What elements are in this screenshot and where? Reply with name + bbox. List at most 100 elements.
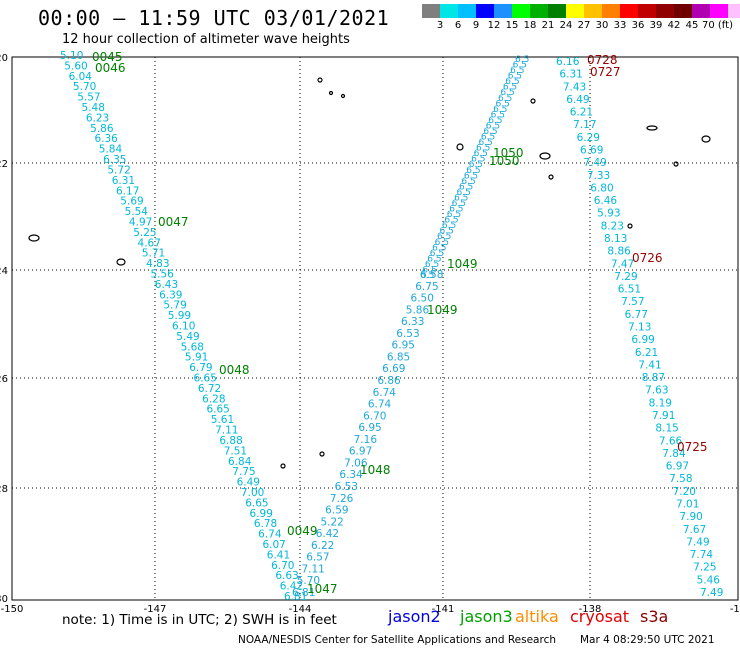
swh-value-middle-track: 6.34 <box>339 469 363 481</box>
island-outline <box>539 152 551 160</box>
swh-value-left-track: 6.04 <box>69 71 93 83</box>
y-tick-label: -24 <box>0 266 8 277</box>
swh-value-middle-track: 6.95 <box>392 340 415 352</box>
swh-value-right-track: 6.69 <box>580 145 603 157</box>
swh-value-left-track: 5.70 <box>73 81 96 93</box>
swh-value-left-track: 5.61 <box>211 414 234 426</box>
swh-value-right-track: 8.19 <box>649 397 672 409</box>
island-outline <box>317 77 323 83</box>
island-outline <box>530 98 536 104</box>
colorbar-label: 30 <box>595 20 609 31</box>
swh-value-right-track: 7.49 <box>700 587 723 599</box>
swh-value-right-track: 5.46 <box>697 574 721 586</box>
swh-value-middle-track: 6.57 <box>306 552 329 564</box>
swh-value-right-track: 7.20 <box>673 486 696 498</box>
swh-value-middle-track: 5.22 <box>320 516 343 528</box>
swh-value-left-track: 6.84 <box>228 456 252 468</box>
pass-time-label: 0045 <box>92 50 123 64</box>
swh-value-left-track: 7.75 <box>232 466 255 478</box>
swh-value-left-track: 6.43 <box>155 279 178 291</box>
map-title: 00:00 – 11:59 UTC 03/01/2021 <box>38 6 390 30</box>
island-outline <box>280 463 286 469</box>
swh-value-dense-track: 6.5 <box>457 188 471 198</box>
swh-value-dense-track: 6.5 <box>491 110 505 120</box>
swh-value-right-track: 7.29 <box>614 271 637 283</box>
note-text: note: 1) Time is in UTC; 2) SWH is in fe… <box>62 612 337 628</box>
swh-value-dense-track: 6.5 <box>493 105 507 115</box>
colorbar-swatch <box>638 4 656 18</box>
swh-value-middle-track: 6.59 <box>325 505 348 517</box>
pass-time-label-cryosat: 0725 <box>677 440 708 454</box>
pass-time-label: 1050 <box>493 146 524 160</box>
swh-value-dense-track: 6.5 <box>510 66 524 76</box>
swh-value-left-track: 7.51 <box>224 445 247 457</box>
swh-value-middle-track: 7.16 <box>354 434 378 446</box>
colorbar-swatch <box>656 4 674 18</box>
swh-value-dense-track: 6.5 <box>459 182 473 192</box>
pass-time-label: 1047 <box>307 582 338 596</box>
swh-value-right-track: 6.80 <box>590 182 613 194</box>
swh-value-right-track: 7.01 <box>676 499 699 511</box>
swh-value-left-track: 6.39 <box>159 289 182 301</box>
swh-value-left-track: 6.99 <box>250 508 273 520</box>
swh-value-left-track: 5.86 <box>90 123 114 135</box>
swh-value-dense-track: 6.5 <box>515 55 529 65</box>
swh-value-middle-track: 6.50 <box>411 293 434 305</box>
swh-value-left-track: 5.56 <box>150 268 174 280</box>
y-tick-label: -22 <box>0 159 8 170</box>
swh-value-right-track: 7.43 <box>563 81 586 93</box>
swh-value-dense-track: 6.5 <box>496 99 510 109</box>
colorbar-swatch <box>458 4 476 18</box>
swh-value-dense-track: 6.5 <box>503 83 517 93</box>
colorbar-swatch <box>422 4 440 18</box>
swh-value-dense-track: 6.5 <box>447 210 461 220</box>
swh-value-right-track: 6.49 <box>566 94 589 106</box>
swh-value-left-track: 4.97 <box>129 216 152 228</box>
satellite-legend-jason2: jason2 <box>388 607 441 626</box>
swh-value-left-track: 5.68 <box>181 341 204 353</box>
satellite-legend-altika: altika <box>515 607 559 626</box>
swh-value-left-track: 5.72 <box>107 164 130 176</box>
y-tick-label: -28 <box>0 484 8 495</box>
swh-value-right-track: 6.31 <box>559 69 582 81</box>
swh-value-right-track: 5.93 <box>597 208 620 220</box>
swh-value-dense-track: 6.5 <box>488 116 502 126</box>
swh-value-left-track: 6.28 <box>202 393 225 405</box>
swh-value-right-track: 7.33 <box>587 170 610 182</box>
swh-value-left-track: 5.25 <box>133 227 156 239</box>
swh-value-left-track: 5.69 <box>120 196 143 208</box>
colorbar-swatch <box>692 4 710 18</box>
swh-value-middle-track: 6.86 <box>377 375 401 387</box>
pass-time-label-cryosat: 0728 <box>587 53 618 67</box>
swh-value-dense-track: 6.5 <box>420 271 434 281</box>
swh-value-left-track: 5.48 <box>82 102 105 114</box>
swh-value-right-track: 7.57 <box>621 296 644 308</box>
swh-value-right-track: 7.84 <box>662 448 686 460</box>
swh-value-right-track: 6.46 <box>594 195 618 207</box>
swh-value-middle-track: 6.53 <box>335 481 358 493</box>
swh-value-right-track: 6.29 <box>577 132 600 144</box>
swh-value-middle-track: 6.33 <box>401 316 424 328</box>
swh-value-left-track: 5.10 <box>60 50 83 62</box>
island-outline <box>328 90 334 96</box>
colorbar-label: 18 <box>523 20 537 31</box>
swh-value-dense-track: 6.5 <box>435 238 449 248</box>
colorbar-label: 39 <box>649 20 663 31</box>
swh-value-left-track: 6.65 <box>194 373 217 385</box>
island-outline <box>548 174 554 180</box>
swh-value-dense-track: 6.5 <box>466 166 480 176</box>
swh-value-middle-track: 5.86 <box>406 304 430 316</box>
swh-value-right-track: 7.91 <box>652 410 675 422</box>
swh-value-dense-track: 6.5 <box>461 177 475 187</box>
swh-value-left-track: 5.71 <box>142 248 165 260</box>
map-subtitle: 12 hour collection of altimeter wave hei… <box>62 32 350 47</box>
swh-value-left-track: 6.36 <box>94 133 118 145</box>
colorbar-swatch <box>476 4 494 18</box>
swh-value-left-track: 6.41 <box>267 549 290 561</box>
colorbar-swatch <box>728 4 740 18</box>
swh-value-left-track: 6.74 <box>258 529 282 541</box>
swh-value-left-track: 4.83 <box>146 258 169 270</box>
swh-value-dense-track: 6.5 <box>500 88 514 98</box>
swh-value-right-track: 6.97 <box>666 461 689 473</box>
